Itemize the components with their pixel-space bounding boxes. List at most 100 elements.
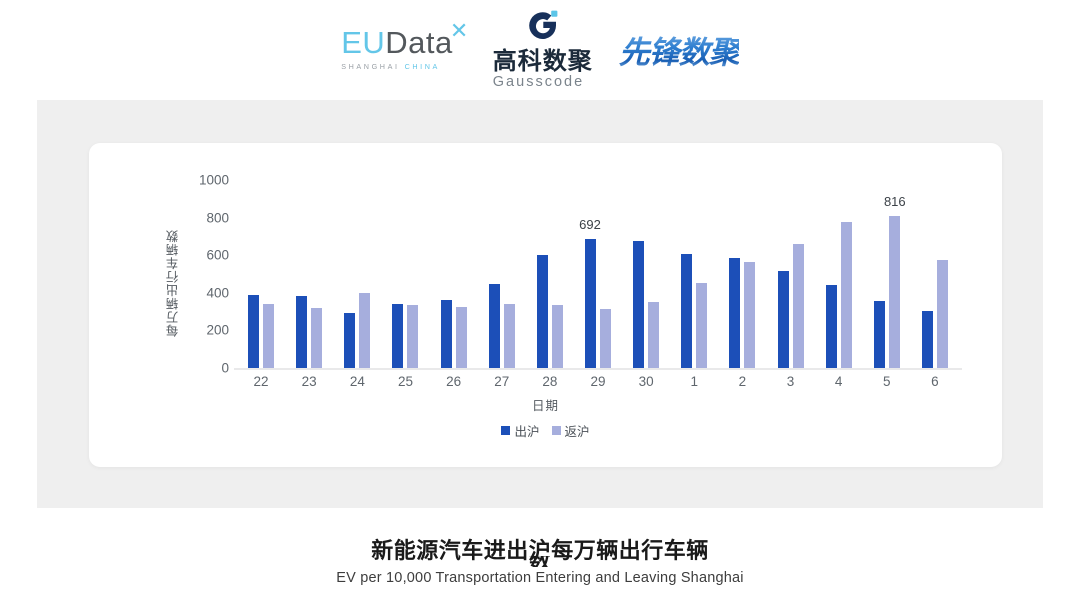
bar-group <box>670 180 718 368</box>
legend-label: 返沪 <box>564 425 590 439</box>
bar[interactable] <box>502 303 516 368</box>
bar[interactable] <box>247 293 261 368</box>
bar-group <box>766 180 814 368</box>
page-subtitle: EV per 10,000 Transportation Entering an… <box>336 570 744 586</box>
gausscode-en-text: Gausscode <box>492 73 585 90</box>
bar[interactable] <box>935 259 949 368</box>
bar[interactable] <box>680 252 694 368</box>
bar-value-label: 692 <box>579 216 601 232</box>
bar-group <box>430 180 478 368</box>
x-axis-tick: 1 <box>690 374 699 389</box>
bar[interactable] <box>920 310 934 368</box>
gausscode-c-mark-icon <box>526 8 560 42</box>
x-axis-tick: 25 <box>397 374 413 389</box>
bar[interactable] <box>598 308 612 368</box>
logo-evdata: EUData ✕ SHANGHAI CHINA <box>341 20 468 72</box>
bar-group <box>815 180 863 368</box>
gausscode-text-block: 高科数聚 Gausscode <box>493 49 593 90</box>
y-axis-tick: 200 <box>206 322 229 338</box>
bar[interactable] <box>550 304 564 368</box>
bar[interactable] <box>887 214 901 368</box>
x-axis-line <box>234 368 962 370</box>
evdata-data-text: Data <box>385 25 453 60</box>
x-axis-tick: 6 <box>931 374 939 389</box>
bar[interactable] <box>487 283 501 368</box>
bar[interactable] <box>535 253 549 368</box>
y-axis-tick: 400 <box>206 285 229 301</box>
x-axis-tick: 24 <box>349 374 365 389</box>
bar[interactable] <box>743 260 757 368</box>
bar[interactable] <box>839 220 853 368</box>
bar[interactable] <box>695 282 709 368</box>
y-axis-ticks: 0 200 400 600 800 1000 <box>184 143 229 467</box>
x-axis-tick: 22 <box>253 374 269 389</box>
logo-gausscode: 高科数聚 Gausscode <box>493 8 593 90</box>
bar[interactable] <box>295 295 309 368</box>
x-axis-tick: 23 <box>301 374 317 389</box>
bar-group <box>285 180 333 368</box>
xianfeng-wordmark: 先锋数聚 <box>619 27 740 72</box>
bar-group <box>381 180 429 368</box>
bar[interactable] <box>454 305 468 368</box>
y-axis-tick: 800 <box>206 210 229 226</box>
bar-value-label: 816 <box>883 193 906 209</box>
bar-group <box>718 180 766 368</box>
y-axis-tick: 600 <box>206 247 229 263</box>
y-axis-title: 每万辆出行车辆数 <box>166 229 181 337</box>
legend-item[interactable]: 出沪 <box>501 421 540 440</box>
x-axis-tick: 30 <box>638 374 654 389</box>
bar[interactable] <box>632 240 646 368</box>
bar-group <box>478 180 526 368</box>
legend-swatch <box>551 426 561 435</box>
x-axis-tick: 26 <box>446 374 462 389</box>
bar[interactable] <box>391 302 405 368</box>
evdata-tagline-country: CHINA <box>404 62 440 71</box>
page-title-overlap-fragment: 数 <box>0 556 1080 567</box>
bar[interactable] <box>776 270 790 368</box>
chart-legend: 出沪 返沪 <box>89 421 1002 440</box>
x-axis-tick: 29 <box>590 374 606 389</box>
plot-area: 692 816 <box>237 180 959 368</box>
evdata-ev-text: EU <box>341 25 386 60</box>
x-axis-tick: 2 <box>738 374 747 389</box>
bar[interactable] <box>343 312 357 368</box>
x-axis-tick: 28 <box>542 374 558 389</box>
bar[interactable] <box>824 284 838 368</box>
legend-item[interactable]: 返沪 <box>551 421 590 440</box>
chart-card: 每万辆出行车辆数 0 200 400 600 800 1000 692 816 日期 出沪 返… <box>89 143 1002 467</box>
cross-icon: ✕ <box>449 18 469 43</box>
bar-group <box>574 180 622 368</box>
legend-swatch <box>501 426 511 435</box>
bar-chart: 每万辆出行车辆数 0 200 400 600 800 1000 692 816 日期 出沪 返… <box>89 143 1002 467</box>
y-axis-tick: 0 <box>221 360 229 376</box>
bar-group <box>622 180 670 368</box>
x-axis-tick: 5 <box>883 374 891 389</box>
evdata-wordmark: EUData ✕ <box>341 20 468 60</box>
bar[interactable] <box>310 306 324 368</box>
bar[interactable] <box>583 237 597 368</box>
legend-label: 出沪 <box>514 425 540 439</box>
bar[interactable] <box>872 299 886 368</box>
y-axis-tick: 1000 <box>198 172 229 188</box>
x-axis-tick: 3 <box>786 374 795 389</box>
bar[interactable] <box>647 300 661 368</box>
page-title: 新能源汽车进出沪每万辆出行车辆 <box>371 538 709 563</box>
logo-bar: EUData ✕ SHANGHAI CHINA 高科数聚 Gausscode 先… <box>0 10 1080 90</box>
bar[interactable] <box>262 302 276 368</box>
x-axis-tick: 4 <box>834 374 843 389</box>
bar[interactable] <box>406 304 420 368</box>
bar[interactable] <box>439 299 453 368</box>
logo-xianfeng-shuju: 先锋数聚 <box>619 27 740 72</box>
gausscode-cn-text: 高科数聚 <box>492 47 593 75</box>
bar-group <box>237 180 285 368</box>
x-axis-tick: 27 <box>494 374 510 389</box>
bar-group <box>863 180 911 368</box>
evdata-tagline: SHANGHAI CHINA <box>341 62 453 71</box>
evdata-tagline-city: SHANGHAI <box>341 62 400 71</box>
bar-group <box>526 180 574 368</box>
bar[interactable] <box>791 243 805 368</box>
bar[interactable] <box>358 292 372 368</box>
bar[interactable] <box>728 256 742 368</box>
bar-group <box>333 180 381 368</box>
